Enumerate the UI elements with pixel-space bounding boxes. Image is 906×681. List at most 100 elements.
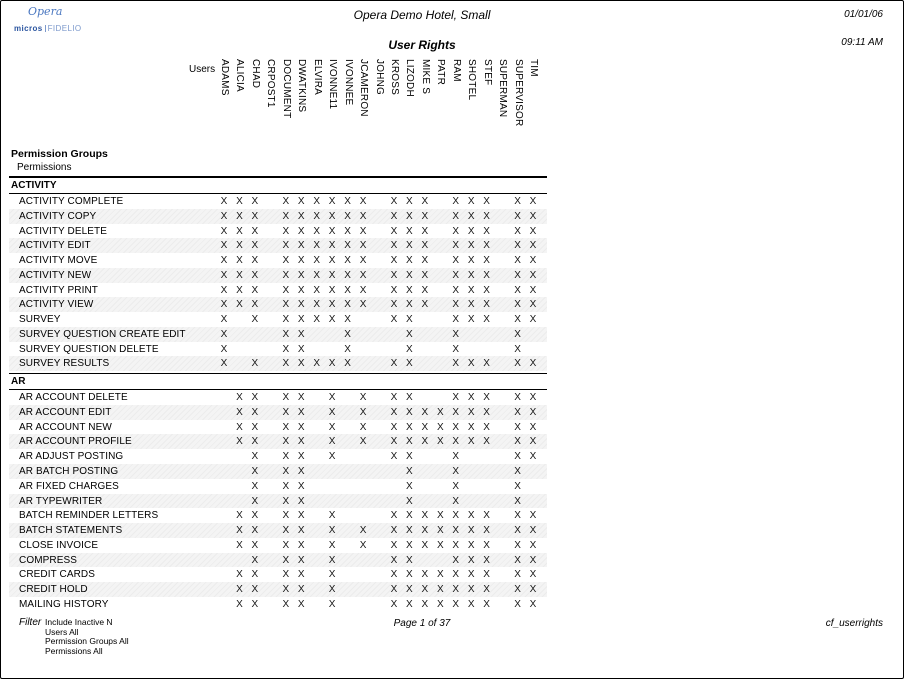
permission-granted-mark: X <box>390 525 398 537</box>
permission-granted-mark: X <box>529 569 537 581</box>
permission-granted-mark: X <box>529 598 537 610</box>
permission-granted-mark: X <box>359 421 367 433</box>
permission-granted-mark: X <box>344 255 351 267</box>
permission-granted-mark: X <box>328 451 336 463</box>
permission-name: ACTIVITY DELETE <box>19 225 108 237</box>
permission-granted-mark: X <box>514 314 521 326</box>
permission-name: ACTIVITY MOVE <box>19 255 98 267</box>
permission-granted-mark: X <box>467 225 475 237</box>
permission-granted-mark: X <box>390 269 398 281</box>
permission-granted-mark: X <box>529 421 537 433</box>
filter-value-line: Permissions All <box>45 645 103 656</box>
permission-granted-mark: X <box>514 210 521 222</box>
permission-row: CREDIT HOLD X X X X X X X X X X X X X X <box>9 582 547 597</box>
permission-granted-mark: X <box>328 392 336 404</box>
permission-granted-mark: X <box>251 225 259 237</box>
permission-group-section: AR AR ACCOUNT DELETE X X X X X X X X X X X X X AR ACCOU… <box>9 373 547 611</box>
permission-row: AR ACCOUNT PROFILE X X X X X X X X X X X X X X X <box>9 434 547 450</box>
permission-granted-mark: X <box>251 584 259 596</box>
permission-name: SURVEY QUESTION CREATE EDIT <box>19 328 186 340</box>
permission-granted-mark: X <box>529 358 537 370</box>
permission-granted-mark: X <box>297 525 305 537</box>
permission-granted-mark: X <box>514 343 521 355</box>
permission-granted-mark: X <box>514 255 521 267</box>
permission-granted-mark: X <box>359 225 367 237</box>
permission-granted-mark: X <box>406 343 413 355</box>
permission-granted-mark: X <box>452 421 460 433</box>
permission-granted-mark: X <box>328 358 336 370</box>
permission-granted-mark: X <box>236 510 243 522</box>
permission-granted-mark: X <box>514 510 521 522</box>
permission-granted-mark: X <box>297 343 305 355</box>
permission-granted-mark: X <box>406 554 413 566</box>
permission-granted-mark: X <box>514 299 521 311</box>
permission-name: ACTIVITY COMPLETE <box>19 196 124 207</box>
permission-granted-mark: X <box>483 554 490 566</box>
permission-granted-mark: X <box>483 539 490 551</box>
permission-granted-mark: X <box>529 284 537 296</box>
permission-granted-mark: X <box>297 539 305 551</box>
permission-granted-mark: X <box>529 451 537 463</box>
permission-granted-mark: X <box>406 284 413 296</box>
permission-granted-mark: X <box>421 284 429 296</box>
permission-row: AR FIXED CHARGES X X X X X X <box>9 479 547 494</box>
permission-granted-mark: X <box>313 269 321 281</box>
permission-granted-mark: X <box>467 299 475 311</box>
permission-granted-mark: X <box>282 510 290 522</box>
permission-granted-mark: X <box>467 406 475 418</box>
permission-granted-mark: X <box>297 554 305 566</box>
users-column-label: Users <box>189 64 216 75</box>
permission-granted-mark: X <box>514 328 521 340</box>
permission-granted-mark: X <box>328 510 336 522</box>
permission-granted-mark: X <box>220 196 228 207</box>
opera-micros-fidelio-logo: Opera micros FIDELIO <box>14 5 94 36</box>
permission-granted-mark: X <box>483 255 490 267</box>
permission-granted-mark: X <box>452 510 460 522</box>
permission-granted-mark: X <box>328 525 336 537</box>
permission-name: CLOSE INVOICE <box>19 539 99 551</box>
permission-granted-mark: X <box>452 299 460 311</box>
permission-granted-mark: X <box>406 480 413 492</box>
permission-granted-mark: X <box>390 539 398 551</box>
permission-granted-mark: X <box>436 598 444 610</box>
permission-granted-mark: X <box>406 406 413 418</box>
permission-granted-mark: X <box>297 406 305 418</box>
permission-granted-mark: X <box>282 358 290 370</box>
permission-row: SURVEY QUESTION DELETE X X X X X X X <box>9 342 547 357</box>
permission-row: MAILING HISTORY X X X X X X X X X X X X X X <box>9 597 547 612</box>
permission-granted-mark: X <box>297 358 305 370</box>
permission-granted-mark: X <box>328 225 336 237</box>
filter-value-line: Permission Groups All <box>45 636 129 647</box>
filter-values: Include Inactive N Users All Permission Gr… <box>45 617 129 656</box>
permission-granted-mark: X <box>452 451 460 463</box>
permission-granted-mark: X <box>436 539 444 551</box>
logo-divider <box>44 25 46 33</box>
permission-name: AR ACCOUNT EDIT <box>19 406 112 418</box>
permission-name: AR ACCOUNT PROFILE <box>19 436 132 448</box>
permission-granted-mark: X <box>390 210 398 222</box>
permission-granted-mark: X <box>421 539 429 551</box>
permission-granted-mark: X <box>251 392 259 404</box>
permission-granted-mark: X <box>390 421 398 433</box>
permission-granted-mark: X <box>406 240 413 252</box>
permission-granted-mark: X <box>514 421 521 433</box>
permission-granted-mark: X <box>220 299 228 311</box>
permissions-matrix: ACTIVITY ACTIVITY COMPLETE X X X X X X X X X X X X X X X… <box>9 176 547 612</box>
permission-granted-mark: X <box>483 569 490 581</box>
permission-granted-mark: X <box>297 225 305 237</box>
permission-granted-mark: X <box>328 314 336 326</box>
permission-granted-mark: X <box>467 358 475 370</box>
permission-granted-mark: X <box>297 584 305 596</box>
permission-granted-mark: X <box>483 225 490 237</box>
permission-granted-mark: X <box>452 269 460 281</box>
permission-granted-mark: X <box>282 569 290 581</box>
permission-granted-mark: X <box>467 240 475 252</box>
permission-granted-mark: X <box>436 510 444 522</box>
permission-granted-mark: X <box>251 299 259 311</box>
permission-granted-mark: X <box>436 584 444 596</box>
permission-row: ACTIVITY PRINT X X X X X X X X X X X X X X X X X <box>9 283 547 298</box>
permission-granted-mark: X <box>452 525 460 537</box>
permission-granted-mark: X <box>251 240 259 252</box>
permission-granted-mark: X <box>236 210 243 222</box>
